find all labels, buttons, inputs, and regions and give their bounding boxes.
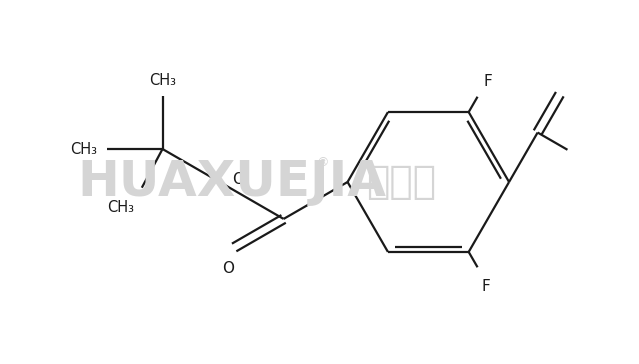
Text: CH₃: CH₃: [107, 199, 134, 214]
Text: ®: ®: [316, 156, 329, 169]
Text: HUAXUEJIA: HUAXUEJIA: [77, 158, 386, 206]
Text: 化学加: 化学加: [366, 163, 436, 201]
Text: CH₃: CH₃: [149, 73, 176, 88]
Text: F: F: [482, 279, 490, 294]
Text: CH₃: CH₃: [70, 142, 98, 157]
Text: F: F: [484, 74, 492, 89]
Text: O: O: [232, 172, 244, 187]
Text: O: O: [222, 261, 235, 276]
